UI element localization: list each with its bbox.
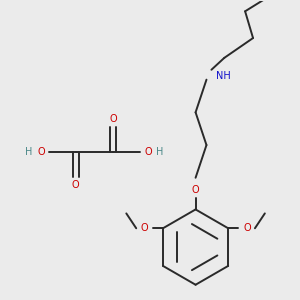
Text: O: O: [140, 223, 148, 233]
Text: O: O: [72, 180, 80, 190]
Text: NH: NH: [216, 71, 231, 81]
Text: O: O: [192, 184, 200, 195]
Text: H: H: [26, 147, 33, 157]
Text: O: O: [37, 147, 45, 157]
Text: H: H: [156, 147, 164, 157]
Text: O: O: [243, 223, 251, 233]
Text: O: O: [110, 114, 117, 124]
Text: O: O: [144, 147, 152, 157]
